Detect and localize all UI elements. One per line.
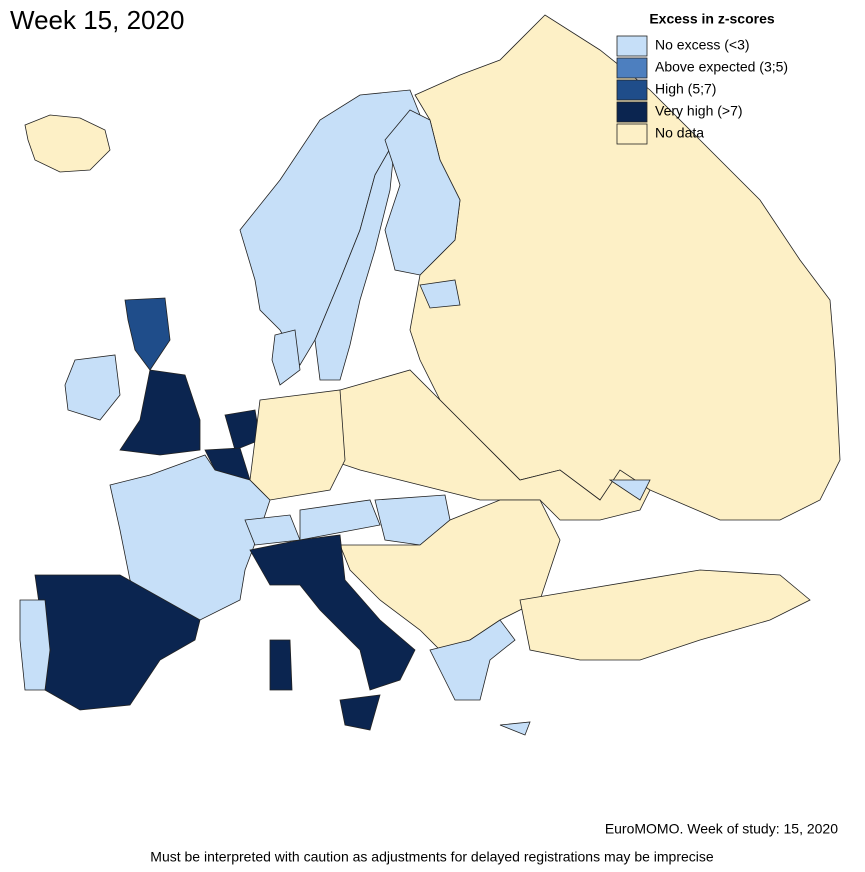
sardinia — [269, 639, 293, 691]
legend-swatch — [616, 35, 648, 57]
denmark — [271, 329, 301, 386]
austria — [299, 499, 381, 541]
caution-note: Must be interpreted with caution as adju… — [150, 849, 714, 865]
england — [119, 369, 201, 456]
legend-label: Above expected (3;5) — [655, 59, 788, 75]
legend-title: Excess in z-scores — [649, 11, 775, 27]
sweden — [314, 139, 396, 381]
legend-swatch — [616, 101, 648, 123]
finland — [384, 109, 461, 276]
legend-label: High (5;7) — [655, 81, 716, 97]
cyprus — [499, 721, 531, 736]
balkans — [339, 499, 561, 651]
legend-label: Very high (>7) — [655, 103, 743, 119]
estonia — [419, 279, 461, 309]
legend-label: No data — [655, 125, 704, 141]
iceland — [24, 114, 111, 173]
portugal — [19, 599, 51, 691]
countries — [19, 14, 841, 736]
legend-swatch — [616, 79, 648, 101]
italy — [249, 534, 416, 691]
scotland — [124, 297, 171, 371]
legend-swatch — [616, 57, 648, 79]
legend: No excess (<3) Above expected (3;5) High (… — [616, 35, 788, 145]
germany — [249, 389, 346, 501]
greece — [429, 619, 516, 701]
map-title: Week 15, 2020 — [10, 5, 184, 35]
sicily — [339, 694, 381, 731]
legend-swatch — [616, 123, 648, 145]
eastern-europe — [329, 369, 651, 521]
source-note: EuroMOMO. Week of study: 15, 2020 — [605, 821, 838, 837]
crimea — [608, 479, 651, 501]
ireland — [64, 354, 121, 421]
switzerland — [244, 514, 301, 546]
turkey — [519, 569, 811, 661]
legend-label: No excess (<3) — [655, 37, 750, 53]
